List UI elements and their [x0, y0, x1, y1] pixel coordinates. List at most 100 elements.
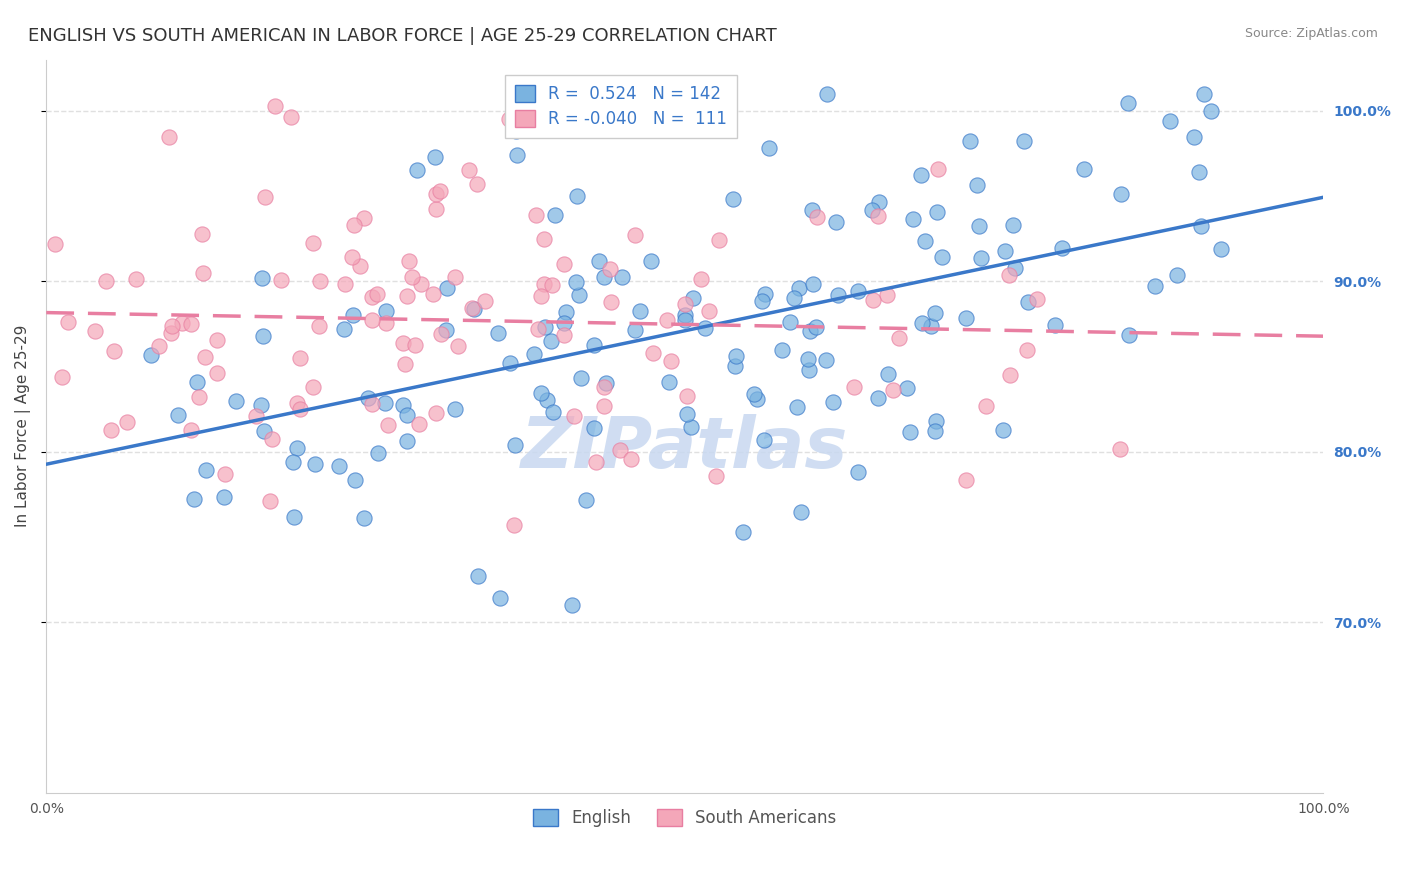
English — [333, 322, 356, 336]
English — [679, 419, 702, 434]
English — [593, 270, 616, 285]
English — [534, 320, 557, 334]
South Americans — [430, 327, 453, 342]
South Americans — [270, 273, 292, 287]
South Americans — [447, 339, 470, 353]
South Americans — [690, 272, 713, 286]
South Americans — [392, 336, 415, 351]
English — [583, 421, 606, 435]
English — [994, 244, 1017, 258]
South Americans — [262, 432, 284, 446]
South Americans — [425, 406, 447, 420]
English — [770, 343, 793, 357]
English — [924, 306, 946, 320]
English — [966, 178, 988, 192]
English — [896, 381, 918, 395]
English — [955, 310, 977, 325]
English — [846, 284, 869, 298]
English — [797, 351, 820, 366]
English — [682, 291, 704, 305]
South Americans — [44, 236, 66, 251]
English — [1014, 135, 1036, 149]
Text: ZIPatlas: ZIPatlas — [522, 414, 849, 483]
South Americans — [533, 277, 555, 291]
English — [723, 193, 745, 207]
English — [353, 510, 375, 524]
English — [782, 291, 804, 305]
South Americans — [474, 294, 496, 309]
English — [1017, 295, 1039, 310]
South Americans — [349, 260, 371, 274]
English — [141, 348, 163, 362]
South Americans — [172, 316, 194, 330]
English — [392, 398, 415, 412]
English — [673, 312, 696, 326]
English — [253, 424, 276, 438]
South Americans — [361, 396, 384, 410]
South Americans — [205, 367, 228, 381]
English — [250, 271, 273, 285]
South Americans — [308, 319, 330, 334]
South Americans — [444, 270, 467, 285]
South Americans — [585, 455, 607, 469]
English — [911, 316, 934, 330]
English — [797, 363, 820, 377]
English — [183, 492, 205, 507]
English — [925, 414, 948, 428]
South Americans — [94, 274, 117, 288]
English — [1004, 261, 1026, 276]
English — [342, 308, 364, 322]
English — [486, 326, 509, 340]
South Americans — [553, 327, 575, 342]
English — [374, 396, 396, 410]
English — [554, 304, 576, 318]
English — [846, 465, 869, 479]
South Americans — [541, 277, 564, 292]
English — [544, 208, 567, 222]
English — [1159, 114, 1181, 128]
South Americans — [425, 187, 447, 202]
English — [530, 385, 553, 400]
South Americans — [103, 343, 125, 358]
South Americans — [643, 346, 665, 360]
South Americans — [51, 370, 73, 384]
South Americans — [377, 418, 399, 433]
English — [506, 148, 529, 162]
English — [285, 442, 308, 456]
South Americans — [429, 184, 451, 198]
English — [779, 315, 801, 329]
South Americans — [599, 295, 621, 310]
South Americans — [620, 452, 643, 467]
English — [868, 195, 890, 210]
English — [434, 323, 457, 337]
Y-axis label: In Labor Force | Age 25-29: In Labor Force | Age 25-29 — [15, 325, 31, 527]
South Americans — [592, 399, 614, 413]
South Americans — [187, 390, 209, 404]
English — [1166, 268, 1188, 283]
South Americans — [180, 423, 202, 437]
South Americans — [976, 399, 998, 413]
South Americans — [868, 209, 890, 223]
English — [931, 250, 953, 264]
South Americans — [263, 99, 285, 113]
South Americans — [927, 162, 949, 177]
English — [786, 401, 808, 415]
South Americans — [194, 350, 217, 364]
English — [356, 391, 378, 405]
English — [1073, 161, 1095, 176]
English — [396, 409, 419, 423]
English — [610, 270, 633, 285]
South Americans — [676, 389, 699, 403]
English — [540, 334, 562, 348]
South Americans — [193, 266, 215, 280]
English — [751, 293, 773, 308]
English — [898, 425, 921, 439]
English — [444, 402, 467, 417]
South Americans — [562, 409, 585, 423]
South Americans — [301, 379, 323, 393]
English — [991, 423, 1014, 437]
South Americans — [422, 287, 444, 301]
South Americans — [84, 324, 107, 338]
South Americans — [115, 415, 138, 429]
South Americans — [190, 227, 212, 242]
